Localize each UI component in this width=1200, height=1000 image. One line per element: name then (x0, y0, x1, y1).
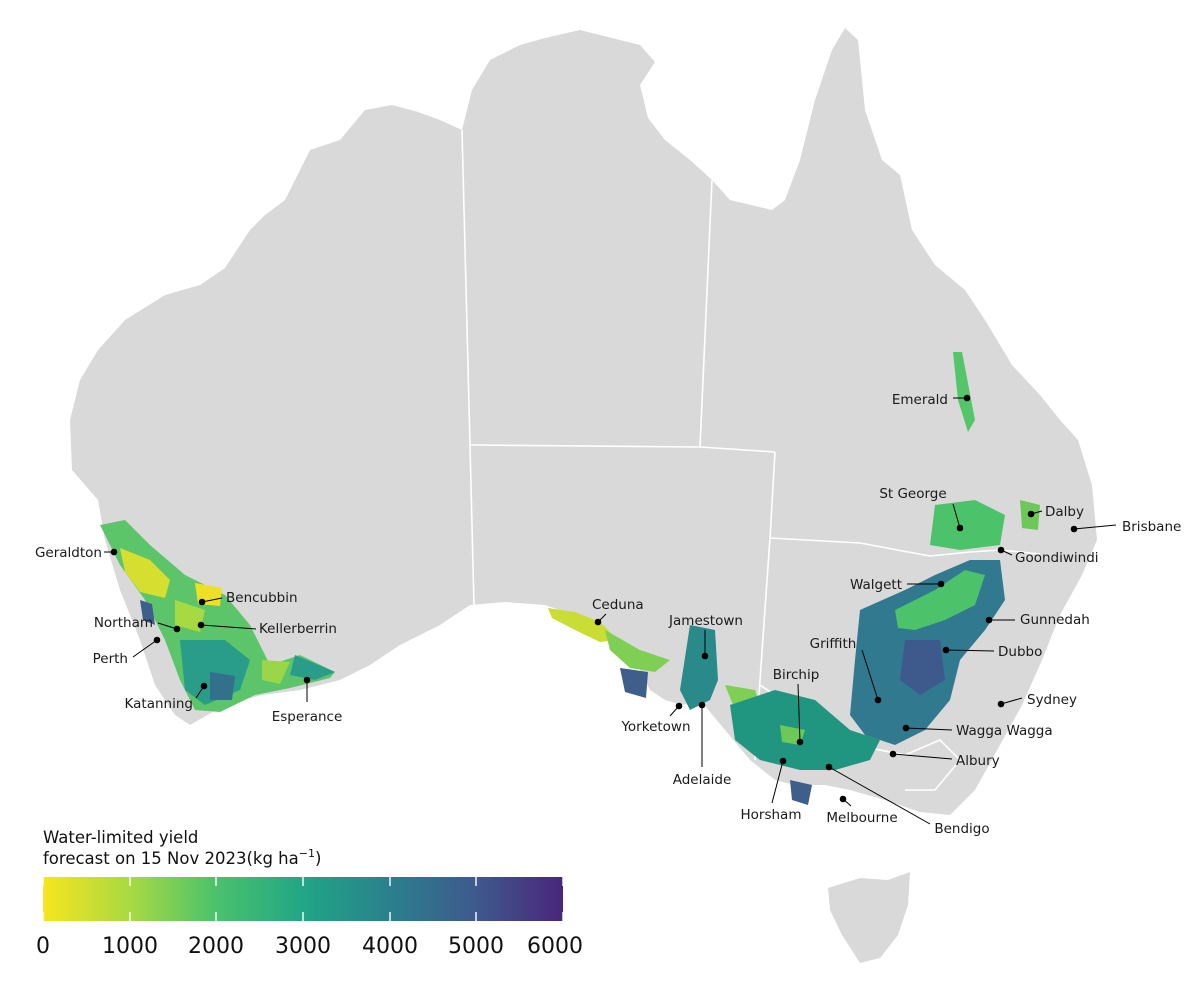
town-gunnedah: Gunnedah (985, 612, 1090, 628)
town-kellerberrin: Kellerberrin (197, 621, 337, 637)
australia-mainland (70, 28, 1097, 815)
town-dot (197, 621, 205, 629)
town-st-george: St George (879, 486, 964, 532)
town-perth: Perth (93, 636, 161, 667)
town-dot (796, 738, 804, 746)
town-label: Dalby (1045, 504, 1084, 520)
town-label: Gunnedah (1020, 612, 1090, 628)
town-ceduna: Ceduna (592, 597, 644, 626)
town-label: Adelaide (673, 772, 732, 788)
town-label: Bencubbin (226, 590, 298, 606)
town-dot (200, 682, 208, 690)
town-dot (839, 795, 847, 803)
legend-tick-0: 0 (36, 934, 50, 959)
town-label: Jamestown (668, 613, 743, 629)
town-label: Geraldton (35, 545, 102, 561)
town-dot (963, 394, 971, 402)
town-sydney: Sydney (997, 692, 1077, 708)
town-dot (985, 616, 993, 624)
town-dot (997, 700, 1005, 708)
town-albury: Albury (889, 750, 1000, 769)
town-dot (937, 580, 945, 588)
town-goondiwindi: Goondiwindi (997, 546, 1099, 566)
town-dot (173, 625, 181, 633)
town-griffith: Griffith (810, 636, 882, 704)
town-dot (153, 636, 161, 644)
town-dot (956, 524, 964, 532)
town-dot (874, 696, 882, 704)
town-dot (110, 548, 118, 556)
town-dot (594, 618, 602, 626)
wa-crop-region (100, 520, 335, 712)
town-label: Ceduna (592, 597, 644, 613)
town-label: Yorketown (620, 719, 690, 735)
nsw-crop-region (850, 352, 1040, 745)
town-horsham: Horsham (741, 757, 802, 823)
town-dot (889, 750, 897, 758)
town-northam: Northam (94, 615, 181, 633)
town-wagga-wagga: Wagga Wagga (902, 723, 1053, 739)
tasmania (828, 872, 910, 963)
legend-tick-1000: 1000 (102, 934, 158, 959)
town-dot (698, 701, 706, 709)
town-label: Brisbane (1122, 519, 1181, 535)
town-dot (1070, 525, 1078, 533)
legend-tick-marks (42, 877, 564, 921)
legend-tick-2000: 2000 (188, 934, 244, 959)
town-jamestown: Jamestown (668, 613, 743, 660)
town-dot (1027, 510, 1035, 518)
town-label: Goondiwindi (1015, 550, 1099, 566)
town-dot (675, 702, 683, 710)
town-label: Dubbo (998, 644, 1042, 660)
town-emerald: Emerald (892, 392, 971, 408)
town-dubbo: Dubbo (942, 644, 1042, 660)
town-label: Melbourne (826, 810, 897, 826)
town-dot (198, 598, 206, 606)
town-dot (779, 757, 787, 765)
town-label: Esperance (272, 709, 343, 725)
town-walgett: Walgett (850, 577, 945, 593)
legend-tick-3000: 3000 (275, 934, 331, 959)
town-markers: Geraldton Bencubbin Northam Kellerberrin… (35, 392, 1181, 837)
legend-tick-5000: 5000 (448, 934, 504, 959)
town-label: Bendigo (934, 821, 989, 837)
legend: Water-limited yield forecast on 15 Nov 2… (36, 828, 583, 959)
town-yorketown: Yorketown (620, 702, 691, 735)
town-label: Griffith (810, 636, 857, 652)
sa-crop-region (548, 608, 760, 710)
legend-tick-4000: 4000 (362, 934, 418, 959)
town-bencubbin: Bencubbin (198, 590, 298, 606)
town-dalby: Dalby (1027, 504, 1084, 520)
town-label: Horsham (741, 807, 802, 823)
town-label: Sydney (1027, 692, 1077, 708)
town-brisbane: Brisbane (1070, 519, 1181, 535)
town-adelaide: Adelaide (673, 701, 732, 788)
town-dot (701, 652, 709, 660)
town-melbourne: Melbourne (826, 795, 898, 826)
town-label: Perth (93, 651, 128, 667)
legend-title-line1: Water-limited yield (43, 828, 198, 847)
town-dot (825, 763, 833, 771)
town-esperance: Esperance (272, 676, 343, 725)
town-label: Kellerberrin (259, 621, 337, 637)
town-label: Albury (956, 753, 1000, 769)
town-dot (303, 676, 311, 684)
town-birchip: Birchip (773, 667, 820, 746)
town-label: Wagga Wagga (956, 723, 1053, 739)
town-label: Katanning (125, 696, 193, 712)
town-label: Birchip (773, 667, 820, 683)
town-geraldton: Geraldton (35, 545, 118, 561)
town-label: Walgett (850, 577, 902, 593)
legend-title-line2: forecast on 15 Nov 2023(kg ha−1) (43, 847, 321, 868)
legend-tick-6000: 6000 (527, 934, 583, 959)
town-dot (902, 724, 910, 732)
town-dot (942, 646, 950, 654)
town-bendigo: Bendigo (825, 763, 990, 837)
town-label: Emerald (892, 392, 948, 408)
town-label: Northam (94, 615, 153, 631)
town-katanning: Katanning (125, 682, 208, 712)
town-dot (997, 546, 1005, 554)
town-label: St George (879, 486, 946, 502)
